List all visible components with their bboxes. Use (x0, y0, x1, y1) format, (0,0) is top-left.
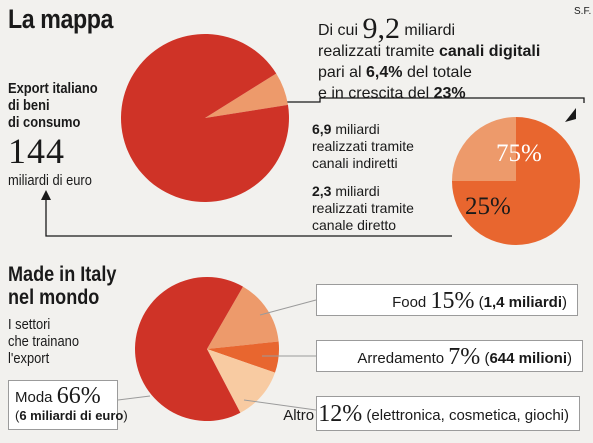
arrow-export-icon (41, 190, 51, 200)
sector-box-moda: Moda 66% (6 miliardi di euro) (8, 380, 128, 430)
leader-food (259, 299, 317, 316)
pie-sectors (135, 277, 280, 422)
indirect-text: 6,9 miliardi realizzati tramite canali i… (312, 121, 414, 171)
sector-box-altro: Altro 12% (elettronica, cosmetica, gioch… (283, 396, 580, 431)
leader-altro (243, 399, 317, 411)
connector-export (45, 196, 452, 237)
pie-export (120, 33, 289, 202)
connector-lines (45, 97, 585, 237)
export-value: 144 (8, 131, 65, 171)
export-unit: miliardi di euro (8, 172, 92, 189)
sectors-slice-altro (207, 349, 275, 413)
digital-slice-canale-diretto (452, 117, 516, 181)
export-slice-altro (120, 33, 289, 202)
leader-moda (117, 395, 151, 401)
export-label: Export italiano di beni di consumo (8, 80, 98, 131)
sectors-slice-food (207, 286, 279, 349)
slice-label-indirect: 75% (496, 140, 542, 167)
slice-label-direct: 25% (465, 193, 511, 220)
digital-value: 9,2 (362, 12, 400, 45)
sector-box-food: Food 15% (1,4 miliardi) (316, 284, 578, 316)
sector-box-arredamento: Arredamento 7% (644 milioni) (316, 340, 583, 372)
export-slice-canali-digitali (205, 73, 288, 118)
sector-leaders (117, 299, 317, 411)
arrow-digital-icon (565, 108, 576, 122)
pie-digital (452, 117, 580, 245)
direct-text: 2,3 miliardi realizzati tramite canale d… (312, 183, 414, 233)
sectors-slice-arredamento (207, 341, 280, 373)
source-credit: S.F. (574, 6, 592, 17)
made-subtitle: I settori che trainano l'export (8, 316, 80, 367)
sectors-slice-moda (135, 277, 243, 422)
made-title: Made in Italy nel mondo (8, 263, 117, 309)
page-title: La mappa (8, 4, 113, 34)
connector-digital (258, 97, 585, 103)
